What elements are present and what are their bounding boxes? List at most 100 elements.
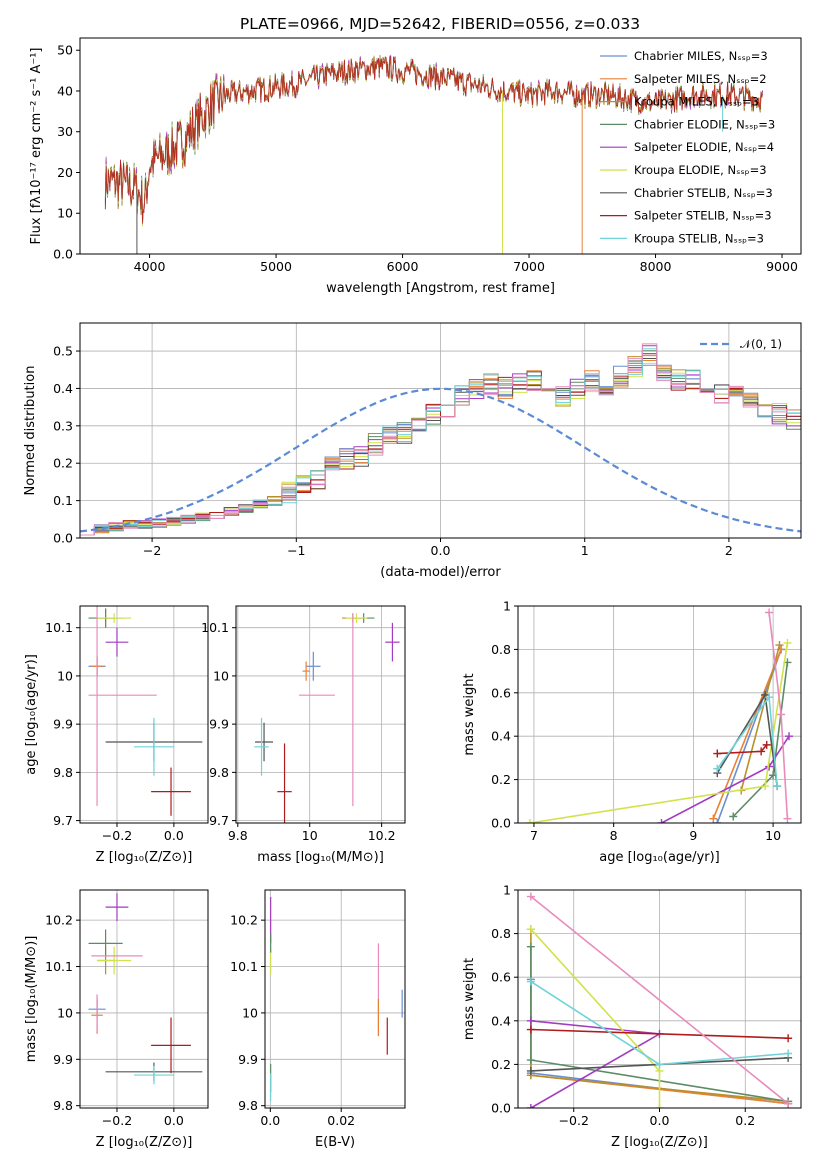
x-tick-label: 0.0	[260, 1113, 280, 1128]
weight-point	[761, 782, 770, 791]
x-tick-label: 0.02	[327, 1113, 355, 1128]
x-tick-label: 0.2	[735, 1113, 755, 1128]
panel-age-vs-Z: −0.2 0.0 9.7 9.8 9.9 10 10.1 Z [log₁₀(Z/Z⊙)] age…	[24, 605, 209, 865]
axes-frame	[79, 889, 209, 1109]
weight-point	[657, 819, 666, 823]
x-tick-label: −0.2	[102, 828, 132, 843]
histogram-step	[80, 350, 801, 536]
x-tick-label: 9.8	[228, 828, 248, 843]
legend-label: Chabrier STELIB, Nₛₛₚ=3	[634, 186, 773, 200]
histogram-step	[80, 355, 801, 536]
weight-line	[530, 1028, 789, 1039]
legend-label: Salpeter MILES, Nₛₛₚ=2	[634, 72, 767, 86]
y-tick-label: 20	[57, 165, 73, 180]
weight-point	[785, 732, 794, 741]
y-tick-label: 0.4	[491, 1013, 511, 1028]
weight-point	[655, 1060, 664, 1069]
y-tick-label: 9.7	[209, 813, 229, 828]
y-axis-label: age [log₁₀(age/yr)]	[24, 654, 39, 775]
y-tick-label: 10	[213, 668, 229, 683]
y-tick-label: 9.9	[53, 1052, 73, 1067]
y-tick-label: 0.5	[53, 344, 73, 359]
y-tick-label: 0.4	[53, 381, 73, 396]
panel-residuals: −2 −1 0.0 1 2 0.0 0.1 0.2 0.3 0.4 0.5 (data-model)/…	[23, 322, 802, 580]
x-axis-label: (data-model)/error	[380, 565, 501, 580]
x-tick-label: 9	[689, 828, 697, 843]
legend-label: Chabrier ELODIE, Nₛₛₚ=3	[634, 117, 775, 131]
x-axis-label: Z [log₁₀(Z/Z⊙)]	[96, 850, 193, 865]
y-tick-label: 10.1	[201, 620, 229, 635]
axes-frame	[79, 605, 209, 824]
y-tick-label: 10	[242, 1005, 258, 1020]
y-tick-label: 0.2	[53, 456, 73, 471]
y-tick-label: 10.2	[45, 913, 73, 928]
weight-point	[713, 819, 722, 823]
plot-area	[80, 323, 801, 538]
plot-area	[518, 890, 801, 1108]
weight-point	[757, 747, 766, 756]
weight-point	[526, 925, 535, 934]
weight-line	[740, 644, 781, 791]
y-tick-label: 1	[503, 883, 511, 898]
y-axis-label: mass weight	[462, 673, 477, 755]
x-tick-label: 0.0	[431, 543, 451, 558]
x-tick-label: −2	[143, 543, 161, 558]
y-tick-label: 10	[57, 206, 73, 221]
panel-weight-vs-age: 7 8 9 10 0.0 0.2 0.4 0.6 0.8 1 age [log₁₀(age/yr)]…	[462, 599, 802, 865]
legend-label: Chabrier MILES, Nₛₛₚ=3	[634, 49, 768, 63]
legend-label: 𝒩(0, 1)	[740, 337, 782, 351]
x-tick-label: 2	[725, 543, 733, 558]
y-tick-label: 10.1	[45, 959, 73, 974]
y-tick-label: 0.0	[491, 1101, 511, 1116]
y-tick-label: 10.1	[230, 959, 258, 974]
panel-weight-vs-Z: −0.2 0.0 0.2 0.0 0.2 0.4 0.6 0.8 1 Z [log₁₀(Z/Z⊙)…	[462, 883, 802, 1150]
axes-frame	[79, 37, 802, 255]
weight-point	[713, 764, 722, 773]
y-tick-label: 0.4	[491, 729, 511, 744]
y-axis-label: mass [log₁₀(M/M⊙)]	[24, 936, 39, 1063]
plot-area	[80, 890, 208, 1108]
y-tick-label: 0.3	[53, 418, 73, 433]
y-tick-label: 10.1	[45, 620, 73, 635]
weight-point	[775, 641, 784, 650]
y-tick-label: 50	[57, 43, 73, 58]
axes-frame	[517, 889, 802, 1109]
weight-point	[526, 977, 535, 986]
y-tick-label: 10.2	[230, 913, 258, 928]
weight-point	[526, 892, 535, 901]
x-tick-label: 6000	[387, 259, 419, 274]
x-axis-label: age [log₁₀(age/yr)]	[599, 850, 720, 865]
y-tick-label: 9.8	[209, 765, 229, 780]
weight-point	[526, 1025, 535, 1034]
histogram-step	[80, 358, 801, 536]
y-axis-label: Flux [fλ10⁻¹⁷ erg cm⁻² s⁻¹ A⁻¹]	[29, 48, 44, 245]
axes-frame	[235, 605, 406, 824]
y-tick-label: 0.0	[491, 816, 511, 831]
figure-title: PLATE=0966, MJD=52642, FIBERID=0556, z=0…	[240, 15, 640, 33]
y-tick-label: 0.2	[491, 772, 511, 787]
x-tick-label: 0.0	[650, 1113, 670, 1128]
y-axis-label: mass weight	[462, 958, 477, 1040]
weight-point	[526, 1104, 535, 1108]
weight-point	[713, 749, 722, 758]
y-tick-label: 10	[57, 668, 73, 683]
y-tick-label: 0.0	[53, 247, 73, 262]
y-tick-label: 0.8	[491, 642, 511, 657]
weight-point	[729, 812, 738, 821]
weight-line	[529, 642, 789, 823]
x-tick-label: 4000	[134, 259, 166, 274]
x-tick-label: 10	[302, 828, 318, 843]
weight-point	[783, 638, 792, 647]
weight-point	[709, 814, 718, 823]
x-tick-label: −0.2	[102, 1113, 132, 1128]
x-tick-label: 10.2	[368, 828, 396, 843]
weight-line	[530, 895, 789, 1105]
panel-spectrum: 4000 5000 6000 7000 8000 9000 0.0 10 20 30 40 50 wav…	[29, 37, 802, 296]
weight-point	[783, 814, 792, 823]
y-tick-label: 10	[57, 1005, 73, 1020]
y-tick-label: 0.0	[53, 531, 73, 546]
y-tick-label: 9.8	[53, 765, 73, 780]
histogram-step	[80, 343, 801, 536]
x-tick-label: 9000	[766, 259, 798, 274]
panel-mass-vs-Z: −0.2 0.0 9.8 9.9 10 10.1 10.2 Z [log₁₀(Z/Z⊙)] ma…	[24, 889, 209, 1150]
